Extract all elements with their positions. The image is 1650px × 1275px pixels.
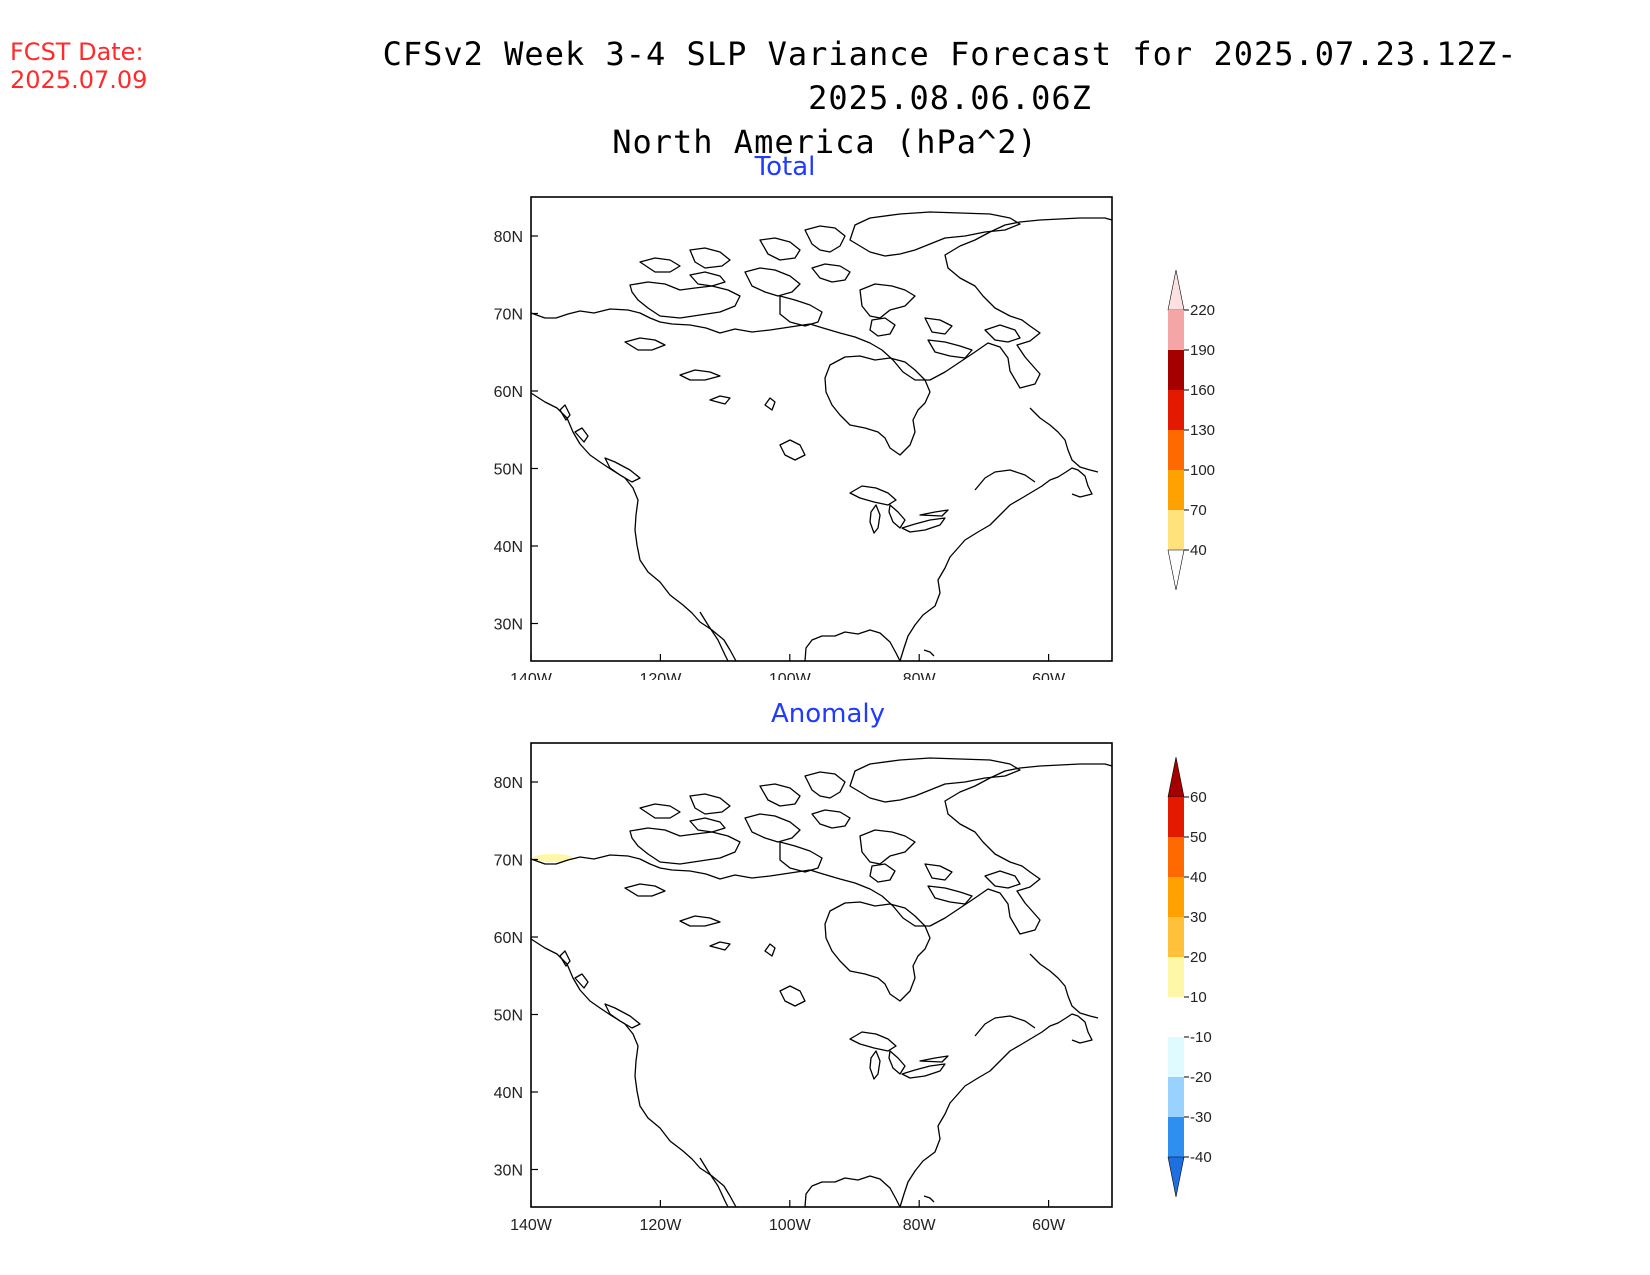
title-line-2: North America (hPa^2) [612,123,1038,161]
colorbar-total: 220 190 160 130 100 70 40 [1167,269,1215,591]
lon-tick-label: 80W [903,671,937,680]
colorbar-label: 190 [1190,342,1215,359]
coastline-anomaly [530,757,1113,1208]
colorbar-label: 130 [1190,422,1215,439]
lon-tick-label: 120W [640,671,683,680]
map-frame-anomaly [530,742,1113,1208]
forecast-date-label: FCST Date: [10,38,144,66]
colorbar-label: 40 [1190,542,1207,559]
lat-tick-label: 40N [494,1085,523,1102]
colorbar-swatch [1168,310,1184,350]
panel-title-total: Total [754,152,816,182]
lon-tick-label: 140W [510,1217,553,1234]
colorbar-top-arrow [1167,756,1185,798]
coastline-total [530,211,1113,662]
map-total-svg: 80N 70N 60N 50N 40N 30N 140W 120W 100W 80W 60W 22… [494,196,1215,680]
chart-title: CFSv2 Week 3-4 SLP Variance Forecast for… [0,32,1650,164]
lat-tick-label: 70N [494,853,523,870]
lat-tick-label: 30N [494,617,523,634]
colorbar-swatch [1168,797,1184,837]
lat-tick-label: 60N [494,384,523,401]
forecast-date-block: FCST Date: 2025.07.09 [10,38,147,94]
lon-tick-label: 80W [903,1217,937,1234]
lon-tick-label: 100W [769,671,812,680]
lon-tick-label: 140W [510,671,553,680]
colorbar-swatch [1168,350,1184,390]
anomaly-shaded-patch [533,854,573,862]
colorbar-label: 10 [1190,989,1207,1006]
lat-tick-label: 50N [494,1008,523,1025]
colorbar-label: 220 [1190,302,1215,319]
lat-tick-label: 40N [494,539,523,556]
colorbar-anomaly: 60 50 40 30 20 10 -10 -20 -30 -40 [1167,756,1212,1198]
colorbar-swatch [1168,917,1184,957]
colorbar-label: -30 [1190,1109,1212,1126]
lon-ticks-total: 140W 120W 100W 80W 60W [510,654,1066,680]
colorbar-swatch [1168,837,1184,877]
lat-ticks-anomaly: 80N 70N 60N 50N 40N 30N [494,775,538,1180]
colorbar-swatch [1168,390,1184,430]
lon-tick-label: 120W [640,1217,683,1234]
lon-tick-label: 60W [1032,671,1066,680]
colorbar-label: 50 [1190,829,1207,846]
forecast-date-value: 2025.07.09 [10,66,148,94]
lat-tick-label: 50N [494,462,523,479]
panel-title-anomaly: Anomaly [770,699,886,729]
title-line-1: CFSv2 Week 3-4 SLP Variance Forecast for… [382,35,1518,117]
map-panel-anomaly: 80N 70N 60N 50N 40N 30N 140W 120W 100W 80W 60W 60… [470,735,1230,1235]
colorbar-swatch [1168,430,1184,470]
colorbar-swatch [1168,510,1184,550]
lon-tick-label: 100W [769,1217,812,1234]
colorbar-label: -40 [1190,1149,1212,1166]
lon-tick-label: 60W [1032,1217,1066,1234]
colorbar-swatch [1168,1077,1184,1117]
colorbar-label: -20 [1190,1069,1212,1086]
colorbar-swatch [1168,470,1184,510]
lat-tick-label: 60N [494,930,523,947]
map-anomaly-svg: 80N 70N 60N 50N 40N 30N 140W 120W 100W 80W 60W 60… [494,742,1212,1234]
lon-ticks-anomaly: 140W 120W 100W 80W 60W [510,1200,1066,1234]
colorbar-label: 20 [1190,949,1207,966]
lat-ticks-total: 80N 70N 60N 50N 40N 30N [494,229,538,634]
colorbar-swatch [1168,1037,1184,1077]
colorbar-bottom-arrow [1167,549,1185,591]
colorbar-swatch [1168,1117,1184,1157]
lat-tick-label: 70N [494,307,523,324]
colorbar-label: 60 [1190,789,1207,806]
colorbar-label: 40 [1190,869,1207,886]
colorbar-bottom-arrow [1167,1156,1185,1198]
map-frame-total [530,196,1113,662]
colorbar-label: 30 [1190,909,1207,926]
lat-tick-label: 30N [494,1163,523,1180]
colorbar-label: 100 [1190,462,1215,479]
colorbar-top-arrow [1167,269,1185,311]
colorbar-swatch [1168,997,1184,1037]
lat-tick-label: 80N [494,229,523,246]
map-panel-total: 80N 70N 60N 50N 40N 30N 140W 120W 100W 80W 60W 22… [470,190,1230,680]
lat-tick-label: 80N [494,775,523,792]
colorbar-swatch [1168,957,1184,997]
colorbar-swatch [1168,877,1184,917]
colorbar-label: 70 [1190,502,1207,519]
colorbar-label: -10 [1190,1029,1212,1046]
colorbar-label: 160 [1190,382,1215,399]
